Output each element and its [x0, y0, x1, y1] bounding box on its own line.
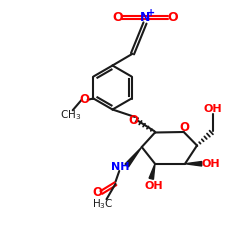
Text: +: + [147, 8, 155, 18]
Text: O: O [92, 186, 102, 199]
Text: O: O [129, 114, 139, 126]
Text: OH: OH [202, 159, 220, 169]
Text: OH: OH [204, 104, 223, 114]
Text: OH: OH [144, 181, 163, 191]
Polygon shape [125, 147, 142, 167]
Text: O: O [112, 11, 123, 24]
Text: CH$_3$: CH$_3$ [60, 108, 82, 122]
Polygon shape [185, 162, 202, 166]
Text: N: N [140, 11, 150, 24]
Text: O: O [80, 93, 90, 106]
Text: NH: NH [112, 162, 130, 172]
Text: H$_3$C: H$_3$C [92, 197, 113, 211]
Polygon shape [149, 164, 155, 179]
Text: O: O [167, 11, 178, 24]
Text: O: O [179, 121, 189, 134]
